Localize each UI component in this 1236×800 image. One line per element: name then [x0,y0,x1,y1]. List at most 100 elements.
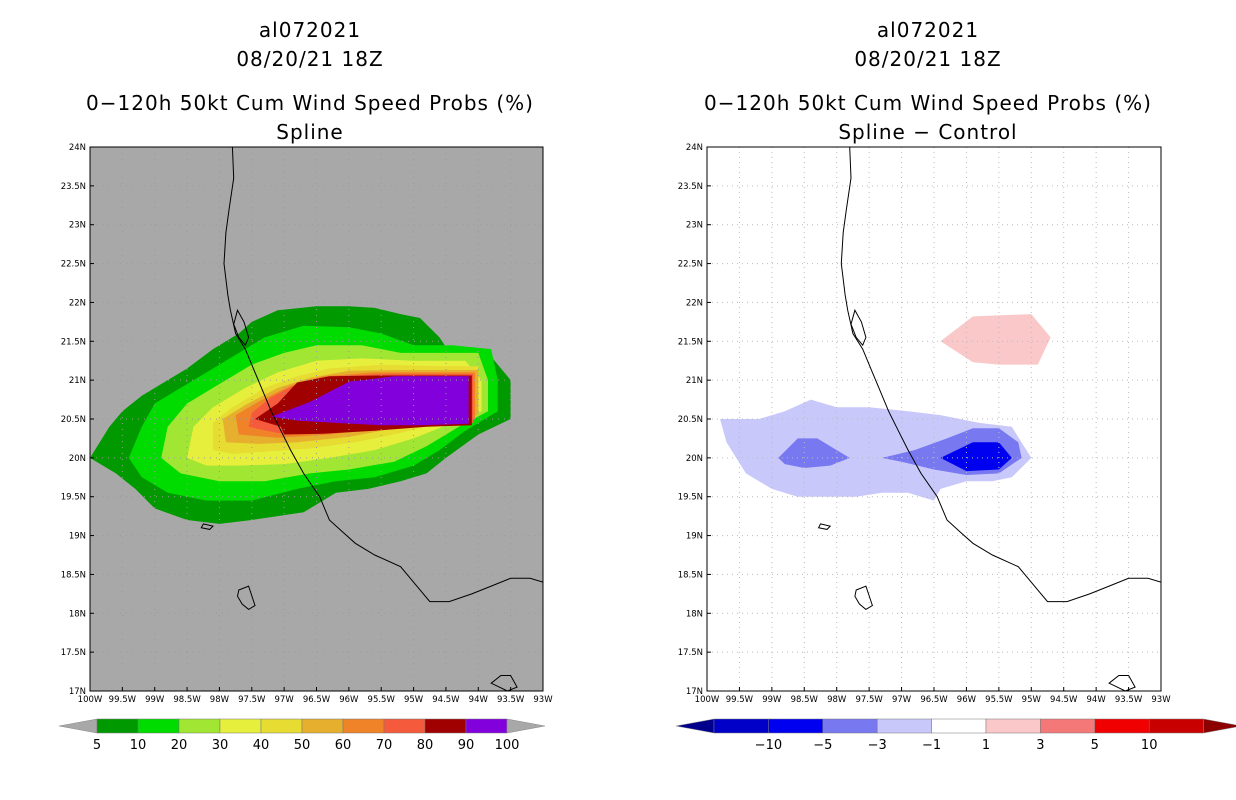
y-tick-label: 19.5N [61,493,86,503]
colorbar-label: 100 [495,738,520,753]
right-datetime: 08/20/21 18Z [854,47,1002,71]
colorbar-swatch [1094,718,1150,734]
spline-minus-control-panel: 100W 99.5W 99W 98.5W 98W 97.5W 97W 96.5W 96W 95.5… [675,143,1236,753]
colorbar-label: 5 [93,738,101,753]
y-tick-label: 20.5N [61,415,86,425]
colorbar-label: −5 [813,738,832,753]
colorbar-label: 20 [171,738,188,753]
x-tick-label: 97.5W [238,695,266,705]
contour-level-neg5 [940,442,1012,472]
y-tick-label: 22.5N [61,260,86,270]
x-tick-label: 100W [695,695,720,705]
x-tick-label: 99.5W [726,695,754,705]
y-tick-label: 18N [69,609,86,619]
colorbar-label: 40 [253,738,270,753]
right-product-title: 0−120h 50kt Cum Wind Speed Probs (%) [704,91,1152,115]
x-tick-label: 98W [827,695,847,705]
y-tick-label: 21N [69,376,86,386]
y-tick-label: 19N [686,532,703,542]
island-outline [236,585,256,611]
y-tick-label: 17.5N [61,648,86,658]
colorbar-over-triangle [506,718,546,734]
y-tick-label: 17.5N [678,648,703,658]
colorbar-label: 1 [982,738,990,753]
x-tick-label: 98.5W [173,695,201,705]
island-outline [817,523,832,530]
y-tick-label: 22N [686,298,703,308]
colorbar-label: 90 [458,738,475,753]
x-tick-label: 96W [957,695,977,705]
x-tick-label: 97.5W [855,695,883,705]
coastline [223,147,543,603]
colorbar-label: 80 [417,738,434,753]
right-subtitle: Spline − Control [838,120,1018,144]
left-storm-id: al072021 [258,18,362,42]
colorbar-label: 10 [130,738,147,753]
left-panel-title: al072021 08/20/21 18Z 0−120h 50kt Cum Wi… [40,16,580,147]
island-outline [1108,675,1136,691]
y-tick-label: 21.5N [678,337,703,347]
lagoon-outline [233,308,250,347]
colorbar-swatch [822,718,878,734]
y-tick-label: 22.5N [678,260,703,270]
right-storm-id: al072021 [876,18,980,42]
y-tick-label: 23.5N [61,182,86,192]
colorbar-swatch [178,718,221,734]
x-tick-label: 97W [275,695,295,705]
y-tick-label: 18N [686,609,703,619]
colorbar-swatch [96,718,139,734]
x-tick-label: 94W [1087,695,1107,705]
colorbar-label: 60 [335,738,352,753]
island-outline [854,585,874,611]
colorbar-swatch [713,718,769,734]
x-tick-label: 96W [339,695,359,705]
colorbar-swatch [768,718,824,734]
colorbar-swatch [260,718,303,734]
y-tick-label: 20N [686,454,703,464]
colorbar: −10 −5 −3 −1 1 3 5 10 [675,718,1236,753]
x-tick-label: 94.5W [1050,695,1078,705]
plot-area [707,147,1161,691]
y-tick-label: 21.5N [61,337,86,347]
plot-area [90,147,543,691]
colorbar: 5 10 20 30 40 50 60 70 80 90 100 [58,718,546,753]
colorbar-label: −3 [868,738,887,753]
colorbar-label: 50 [294,738,311,753]
x-tick-label: 94W [469,695,489,705]
colorbar-label: 70 [376,738,393,753]
x-tick-label: 95W [404,695,424,705]
x-tick-label: 95.5W [985,695,1013,705]
x-tick-label: 93W [533,695,553,705]
colorbar-swatch [1040,718,1096,734]
x-tick-label: 98W [210,695,230,705]
y-tick-label: 18.5N [678,570,703,580]
y-tick-label: 18.5N [61,570,86,580]
island-outline [200,523,215,530]
x-tick-label: 96.5W [303,695,331,705]
y-tick-label: 23N [69,221,86,231]
left-datetime: 08/20/21 18Z [236,47,384,71]
y-tick-label: 20N [69,454,86,464]
colorbar-under-triangle [58,718,98,734]
y-tick-label: 23N [686,221,703,231]
x-tick-label: 93W [1151,695,1171,705]
y-tick-label: 21N [686,376,703,386]
y-tick-label: 20.5N [678,415,703,425]
colorbar-label: 3 [1036,738,1044,753]
y-tick-label: 17N [686,687,703,697]
colorbar-swatch [931,718,987,734]
colorbar-swatch [137,718,180,734]
colorbar-label: 5 [1091,738,1099,753]
x-tick-label: 95W [1022,695,1042,705]
colorbar-swatch [301,718,344,734]
colorbar-swatch [383,718,426,734]
left-product-title: 0−120h 50kt Cum Wind Speed Probs (%) [86,91,534,115]
spline-probabilities-panel: 100W 99.5W 99W 98.5W 98W 97.5W 97W 96.5W 96W 95.5… [58,143,553,753]
x-tick-label: 95.5W [368,695,396,705]
colorbar-swatch [1148,718,1204,734]
colorbar-swatch [342,718,385,734]
y-tick-label: 24N [686,143,703,153]
colorbar-swatch [465,718,508,734]
x-tick-label: 98.5W [791,695,819,705]
